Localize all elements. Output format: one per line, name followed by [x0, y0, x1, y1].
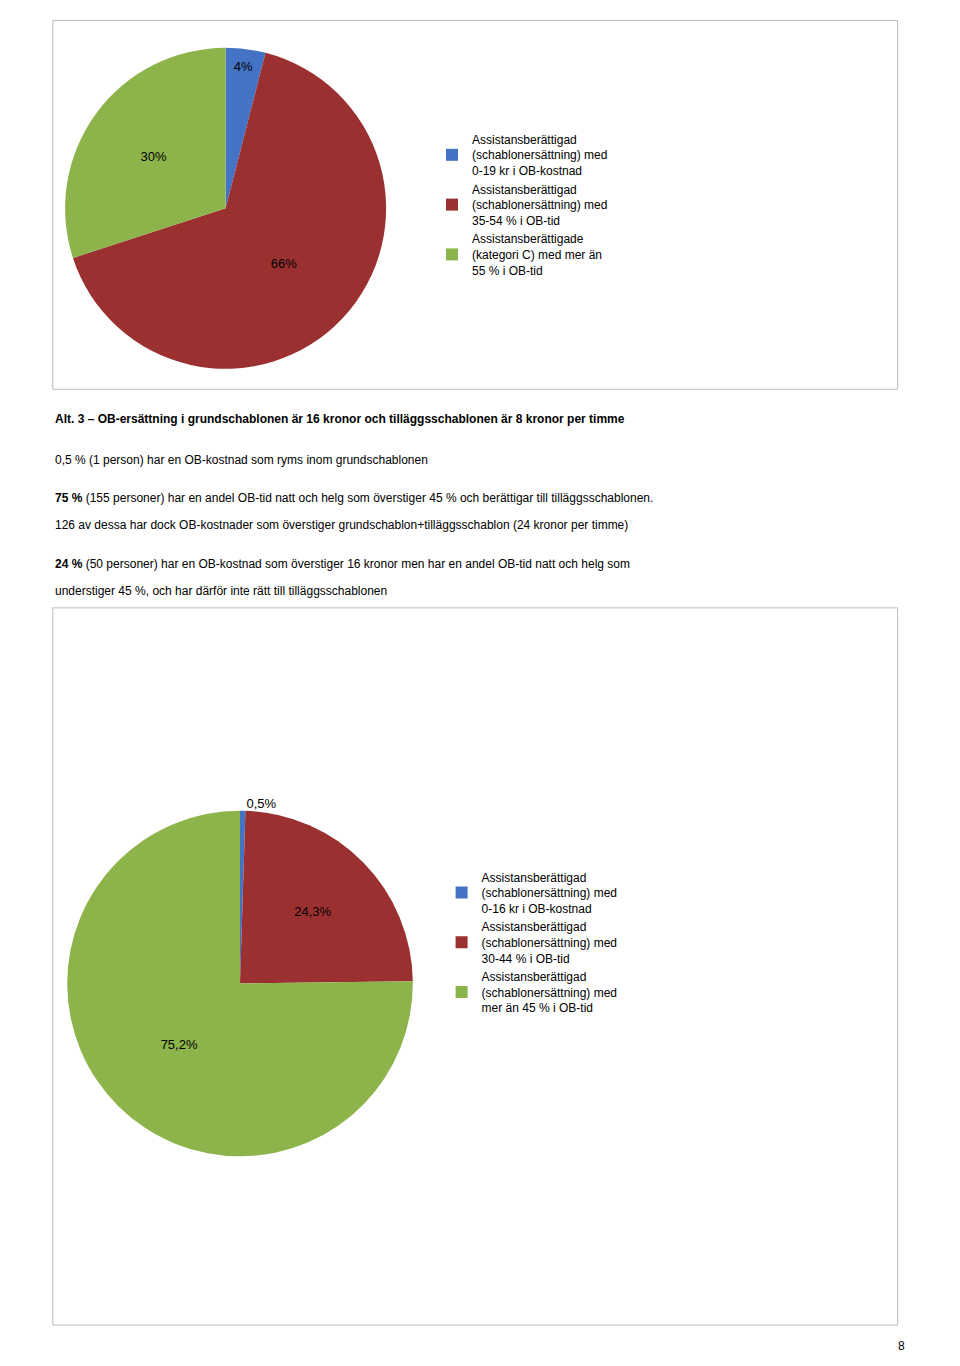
svg-text:0,5%: 0,5%	[246, 796, 276, 811]
svg-text:30%: 30%	[141, 149, 167, 164]
svg-text:24 % (50 personer) har en OB-k: 24 % (50 personer) har en OB-kostnad som…	[55, 557, 630, 571]
svg-text:66%: 66%	[271, 256, 297, 271]
svg-text:Assistansberättigad(schabloner: Assistansberättigad(schablonersättning) …	[482, 970, 617, 1015]
svg-text:Assistansberättigad(schabloner: Assistansberättigad(schablonersättning) …	[482, 920, 617, 965]
svg-text:Assistansberättigad(schabloner: Assistansberättigad(schablonersättning) …	[472, 183, 607, 228]
svg-text:75,2%: 75,2%	[161, 1037, 198, 1052]
svg-text:126 av dessa har dock OB-kostn: 126 av dessa har dock OB-kostnader som ö…	[55, 518, 628, 532]
svg-text:Assistansberättigad(schabloner: Assistansberättigad(schablonersättning) …	[472, 133, 607, 178]
svg-text:8: 8	[898, 1339, 905, 1353]
svg-text:24,3%: 24,3%	[294, 904, 331, 919]
svg-text:Assistansberättigade(kategori: Assistansberättigade(kategori C) med mer…	[472, 232, 602, 277]
svg-text:4%: 4%	[234, 59, 253, 74]
svg-text:Assistansberättigad(schabloner: Assistansberättigad(schablonersättning) …	[482, 871, 617, 916]
svg-text:75 % (155 personer) har en and: 75 % (155 personer) har en andel OB-tid …	[55, 491, 653, 505]
svg-text:0,5 % (1 person) har en OB-kos: 0,5 % (1 person) har en OB-kostnad som r…	[55, 453, 428, 467]
svg-text:Alt. 3 – OB-ersättning i grund: Alt. 3 – OB-ersättning i grundschablonen…	[55, 412, 625, 426]
svg-text:understiger 45 %, och har därf: understiger 45 %, och har därför inte rä…	[55, 584, 387, 598]
